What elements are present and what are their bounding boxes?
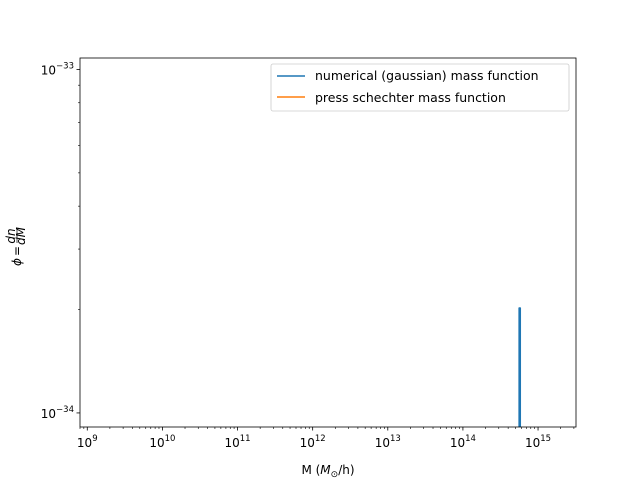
x-axis: 109 1010 1011 1012 1013 1014 1015	[77, 427, 575, 450]
svg-text:dn: dn	[4, 228, 18, 243]
x-axis-label: M (M⊙/h)	[301, 463, 354, 480]
y-axis-label: ϕ = dn dM	[4, 226, 28, 266]
y-tick-label: 10−34	[41, 405, 74, 421]
x-tick-label: 1014	[450, 434, 476, 450]
y-axis: 10−34 10−33	[41, 61, 80, 421]
x-tick-label: 1013	[375, 434, 401, 450]
x-tick-label: 1012	[300, 434, 326, 450]
legend-label-press-schechter: press schechter mass function	[315, 90, 506, 105]
svg-text:=: =	[10, 246, 24, 256]
y-tick-label: 10−33	[41, 61, 74, 77]
x-tick-label: 109	[77, 434, 98, 450]
plot-frame	[79, 57, 577, 428]
series-line-0	[518, 307, 522, 427]
x-tick-label: 1015	[525, 434, 551, 450]
x-tick-label: 1011	[224, 434, 250, 450]
series-layer	[518, 307, 522, 427]
x-tick-label: 1010	[149, 434, 175, 450]
svg-text:ϕ: ϕ	[10, 258, 24, 266]
legend: numerical (gaussian) mass function press…	[270, 63, 570, 112]
legend-frame	[270, 63, 570, 112]
legend-label-numerical: numerical (gaussian) mass function	[315, 68, 539, 83]
svg-text:dM: dM	[14, 226, 28, 245]
